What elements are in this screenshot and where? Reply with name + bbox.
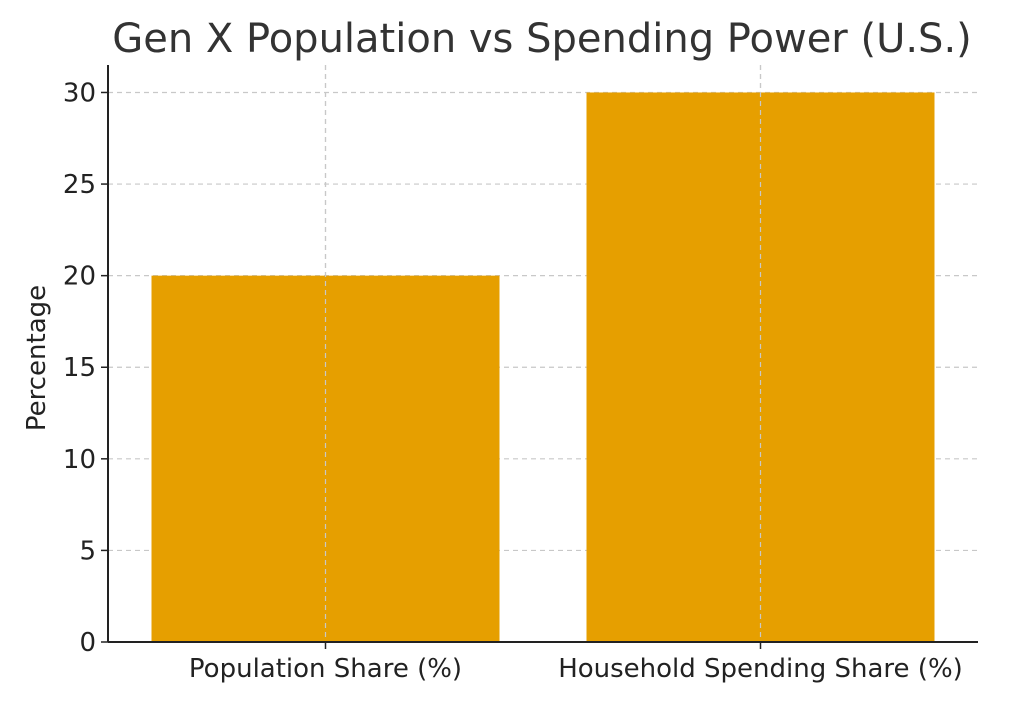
- y-tick-label-1: 5: [79, 536, 96, 566]
- y-axis-label: Percentage: [22, 285, 52, 431]
- y-tick-label-0: 0: [79, 628, 96, 658]
- y-tick-label-4: 20: [63, 262, 96, 292]
- y-tick-label-2: 10: [63, 445, 96, 475]
- x-tick-label-1: Household Spending Share (%): [558, 654, 963, 684]
- chart-title: Gen X Population vs Spending Power (U.S.…: [112, 16, 972, 62]
- x-tick-label-0: Population Share (%): [189, 654, 462, 684]
- tick-labels: 0 5 10 15 20 25 30 Population Share (%) Househol…: [63, 78, 963, 684]
- y-tick-label-6: 30: [63, 78, 96, 108]
- bars: [151, 65, 935, 642]
- y-tick-label-5: 25: [63, 170, 96, 200]
- y-tick-label-3: 15: [63, 353, 96, 383]
- axes: [107, 65, 978, 643]
